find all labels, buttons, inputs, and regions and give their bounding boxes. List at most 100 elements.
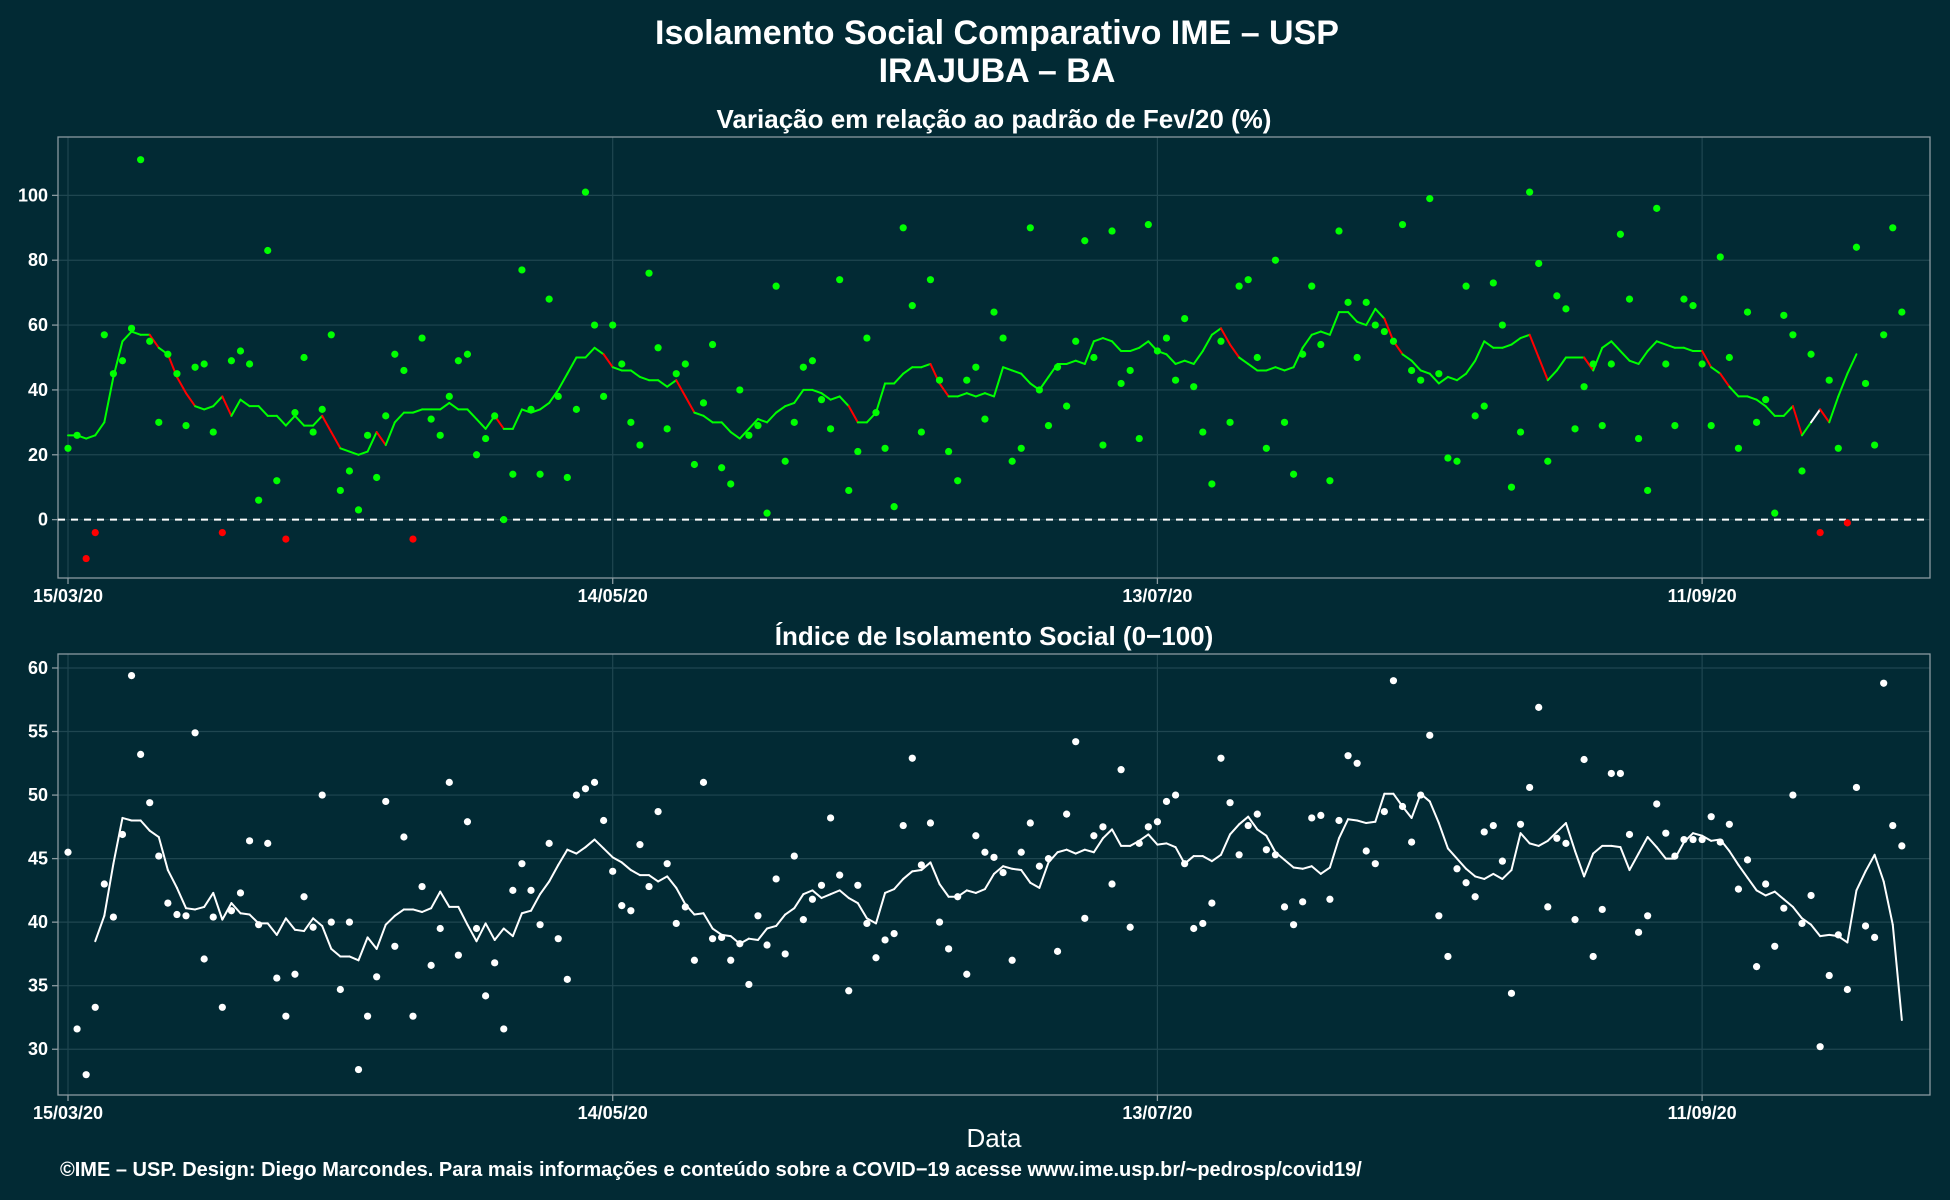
line-segment xyxy=(965,392,977,398)
data-point xyxy=(654,807,662,816)
data-point xyxy=(1843,519,1851,527)
data-point xyxy=(318,791,326,799)
data-point xyxy=(245,837,254,845)
data-point xyxy=(82,1071,90,1079)
line-segment xyxy=(194,905,206,911)
data-point xyxy=(1053,363,1062,371)
line-segment xyxy=(956,392,968,398)
data-point xyxy=(1426,195,1434,203)
y-tick-label: 35 xyxy=(28,976,48,996)
line-segment xyxy=(1519,333,1531,340)
data-point xyxy=(1244,276,1252,284)
data-point xyxy=(590,778,599,786)
data-point xyxy=(1880,679,1888,687)
data-point xyxy=(509,886,517,894)
line-segment xyxy=(593,838,605,850)
data-point xyxy=(790,418,798,426)
line-segment xyxy=(194,405,206,411)
line-segment xyxy=(829,889,841,896)
line-segment xyxy=(584,346,596,359)
data-point xyxy=(445,778,453,786)
data-point xyxy=(354,506,363,514)
line-segment xyxy=(1564,822,1577,852)
line-segment xyxy=(1692,832,1704,837)
data-point xyxy=(1417,376,1425,384)
data-point xyxy=(491,412,499,420)
line-segment xyxy=(85,434,97,440)
line-segment xyxy=(702,912,714,930)
line-segment xyxy=(1846,353,1858,375)
line-segment xyxy=(602,847,614,859)
data-point xyxy=(1162,334,1171,342)
line-segment xyxy=(157,836,169,872)
data-point xyxy=(690,956,699,964)
line-segment xyxy=(1356,320,1368,327)
data-point xyxy=(1008,956,1016,964)
data-point xyxy=(718,933,726,942)
data-point xyxy=(1171,791,1180,799)
line-segment xyxy=(983,392,995,398)
line-segment xyxy=(1074,359,1086,365)
line-segment xyxy=(1401,353,1413,362)
line-segment xyxy=(666,875,678,889)
line-segment xyxy=(675,886,687,906)
data-point xyxy=(527,405,535,413)
data-point xyxy=(1426,731,1434,739)
panel-title: Índice de Isolamento Social (0−100) xyxy=(775,621,1214,651)
line-segment xyxy=(1210,327,1222,336)
data-point xyxy=(1072,738,1080,746)
data-point xyxy=(1308,814,1316,822)
data-point xyxy=(817,396,826,404)
line-segment xyxy=(1201,333,1213,353)
data-point xyxy=(91,1003,99,1011)
data-point xyxy=(1861,379,1870,388)
line-segment xyxy=(375,431,387,447)
data-point xyxy=(572,405,580,413)
line-segment xyxy=(475,922,487,943)
line-segment xyxy=(793,893,805,910)
line-segment xyxy=(539,880,551,896)
data-point xyxy=(1072,337,1080,345)
data-point xyxy=(1734,444,1743,452)
data-point xyxy=(990,853,998,861)
data-point xyxy=(282,535,290,543)
data-point xyxy=(627,418,635,426)
line-segment xyxy=(166,869,178,889)
data-point xyxy=(491,959,499,967)
data-point xyxy=(945,945,953,953)
line-segment xyxy=(502,927,514,938)
line-segment xyxy=(1537,839,1549,847)
data-point xyxy=(173,910,181,919)
data-point xyxy=(935,918,944,926)
data-point xyxy=(1798,919,1806,928)
data-point xyxy=(718,464,726,472)
data-point xyxy=(109,370,117,378)
line-segment xyxy=(838,395,850,408)
data-point xyxy=(1526,783,1534,792)
line-segment xyxy=(575,846,587,855)
data-point xyxy=(1326,477,1334,485)
data-point xyxy=(200,955,208,963)
data-point xyxy=(1644,912,1652,920)
data-point xyxy=(1453,865,1461,873)
data-point xyxy=(1689,302,1697,310)
data-point xyxy=(482,434,490,443)
line-segment xyxy=(1183,359,1195,365)
footer-credit: ©IME – USP. Design: Diego Marcondes. Par… xyxy=(60,1159,1362,1181)
data-point xyxy=(663,425,671,433)
data-point xyxy=(1771,509,1779,517)
line-segment xyxy=(584,838,596,849)
line-segment xyxy=(775,913,787,927)
data-point xyxy=(1344,298,1352,306)
data-point xyxy=(1743,308,1752,316)
line-segment xyxy=(312,414,324,427)
line-segment xyxy=(1610,340,1622,353)
line-segment xyxy=(1247,815,1259,831)
line-segment xyxy=(1365,307,1377,327)
data-point xyxy=(935,376,944,384)
data-point xyxy=(627,907,635,915)
data-point xyxy=(1571,916,1579,924)
data-point xyxy=(754,421,762,430)
data-point xyxy=(1117,379,1125,388)
data-point xyxy=(91,529,99,537)
